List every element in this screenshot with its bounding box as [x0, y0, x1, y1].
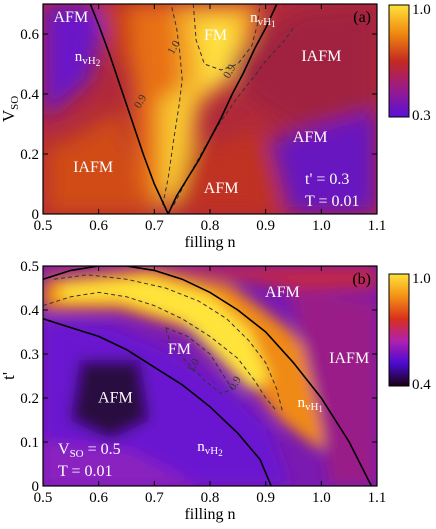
panel-a-region-label: FM	[204, 27, 227, 44]
panel-b-param-label: T = 0.01	[58, 463, 113, 480]
panel-a-vh1-curve-line	[167, 4, 278, 214]
panel-b-ytick-label: 0.2	[20, 391, 39, 407]
panel-a-contour-outer-line	[162, 4, 183, 206]
panel-a-ytick-label: 0.4	[20, 87, 39, 103]
panel-a-label: (a)	[353, 9, 371, 26]
panel-a-param-label: t' = 0.3	[305, 171, 349, 188]
panel-a-param-label: T = 0.01	[305, 193, 360, 210]
panel-a-xlabel: filling n	[184, 234, 235, 251]
panel-b-param-label: VSO = 0.5	[58, 441, 121, 460]
panel-a-ylabel: VSO	[0, 96, 21, 122]
panel-b-ytick-label: 0.4	[20, 303, 39, 319]
panel-a-vh2-curve-line	[89, 4, 169, 214]
panel-b-heatmap	[43, 266, 377, 486]
panel-a-region-label: IAFM	[301, 48, 341, 65]
colorbar-b	[388, 273, 410, 387]
panel-a-ytick-label: 0	[32, 207, 40, 223]
panel-a-ytick-label: 0.6	[20, 27, 39, 43]
panel-b-label: (b)	[352, 271, 371, 288]
panel-a-xtick-label: 1.0	[312, 218, 331, 234]
panel-b-vh2-curve-line	[43, 318, 272, 486]
panel-a-xtick-label: 0.6	[89, 218, 108, 234]
panel-a-ytick-label: 0.2	[20, 147, 39, 163]
panel-b-xtick-label: 0.6	[89, 490, 108, 506]
panel-b-region-label: AFM	[265, 284, 300, 301]
panel-b-ytick-label: 0	[32, 479, 40, 495]
colorbar-a-min-label: 0.3	[412, 108, 431, 124]
panel-b-contour-outer2-line	[54, 274, 283, 412]
panel-a-xtick-label: 0.9	[256, 218, 275, 234]
panel-b-xtick-label: 0.5	[34, 490, 53, 506]
panel-b-ytick-label: 0.1	[20, 435, 39, 451]
panel-b-ytick-label: 0.5	[20, 259, 39, 275]
panel-a-region-label: IAFM	[73, 159, 113, 176]
panel-b-xtick-label: 1.1	[368, 490, 387, 506]
panel-a-region-label: AFM	[53, 9, 88, 26]
panel-b-xtick-label: 1.0	[312, 490, 331, 506]
panel-a-xtick-label: 1.1	[368, 218, 387, 234]
colorbar-b-min-label: 0.4	[412, 377, 431, 393]
panel-b-vh1-curve-line	[43, 266, 373, 486]
panel-b-xtick-label: 0.9	[256, 490, 275, 506]
colorbar-a	[388, 4, 410, 118]
panel-b-xlabel: filling n	[184, 506, 235, 523]
colorbar-a-max-label: 1.0	[412, 2, 431, 18]
panel-b-region-label: FM	[168, 341, 191, 358]
panel-a-xtick-label: 0.7	[145, 218, 164, 234]
panel-b-xtick-label: 0.7	[145, 490, 164, 506]
panel-b-contour-outer-line	[43, 291, 278, 412]
panel-a-region-label: AFM	[204, 180, 239, 197]
panel-b-overlay: 0.5 0.6 0.7 0.8 0.9 1.0 1.1 0 0.1 0.2 0.3 0.4 0.5 fil…	[0, 259, 386, 523]
panel-a-xtick-label: 0.5	[34, 218, 53, 234]
panel-b-contour-inner-line	[165, 327, 234, 395]
panel-b-region-label: IAFM	[329, 350, 369, 367]
panel-a-heatmap	[43, 4, 377, 214]
panel-a-region-label: AFM	[293, 129, 328, 146]
panel-b-xtick-label: 0.8	[201, 490, 220, 506]
panel-b-region-label: AFM	[98, 389, 133, 406]
colorbar-b-max-label: 1.0	[412, 271, 431, 287]
panel-b-ylabel: t'	[0, 372, 18, 380]
panel-b-ytick-label: 0.3	[20, 347, 39, 363]
panel-a-xtick-label: 0.8	[201, 218, 220, 234]
